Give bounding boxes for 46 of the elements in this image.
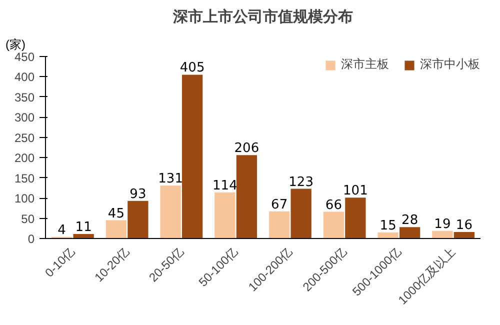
bar — [128, 200, 148, 238]
bar — [268, 211, 290, 238]
bar — [290, 188, 312, 238]
data-label: 67 — [271, 197, 288, 212]
y-tick-label: 0 — [28, 232, 35, 246]
bar — [214, 192, 236, 238]
y-tick-label: 350 — [14, 90, 35, 104]
bar — [73, 234, 94, 238]
legend-label: 深市主板 — [341, 56, 389, 73]
data-label: 15 — [380, 218, 396, 234]
bar — [378, 232, 398, 238]
data-label: 131 — [158, 172, 183, 187]
y-tick-label: 150 — [14, 171, 35, 186]
bar — [432, 230, 453, 238]
y-axis-title: (家) — [6, 38, 26, 52]
bar — [160, 186, 181, 238]
data-label: 45 — [108, 206, 124, 222]
y-tick-label: 50 — [21, 212, 35, 226]
y-tick-label: 250 — [14, 130, 35, 145]
y-tick-label: 300 — [14, 110, 35, 125]
data-label: 114 — [212, 178, 238, 194]
y-tick-label: 450 — [14, 50, 35, 64]
data-label: 28 — [402, 213, 418, 228]
x-tick-label: 0-10亿 — [42, 244, 78, 280]
bar — [236, 155, 258, 238]
bar — [345, 198, 366, 238]
bar — [323, 212, 344, 238]
y-tick-label: 100 — [14, 192, 35, 206]
data-label: 19 — [434, 216, 451, 232]
y-tick-label: 400 — [14, 70, 35, 84]
chart-title: 深市上市公司市值规模分布 — [172, 8, 353, 26]
bar — [106, 220, 127, 238]
y-tick-label: 200 — [14, 151, 35, 166]
data-label: 16 — [456, 218, 472, 234]
bar — [454, 232, 475, 238]
data-label: 101 — [343, 184, 368, 199]
bar — [399, 227, 420, 238]
data-label: 206 — [234, 141, 260, 156]
data-label: 93 — [130, 186, 146, 202]
data-label: 405 — [180, 60, 205, 76]
legend-label: 深市中小板 — [420, 56, 480, 73]
bar — [182, 74, 203, 238]
data-label: 11 — [75, 220, 92, 236]
data-label: 123 — [288, 174, 314, 190]
data-label: 4 — [58, 222, 66, 238]
data-label: 66 — [325, 198, 342, 213]
